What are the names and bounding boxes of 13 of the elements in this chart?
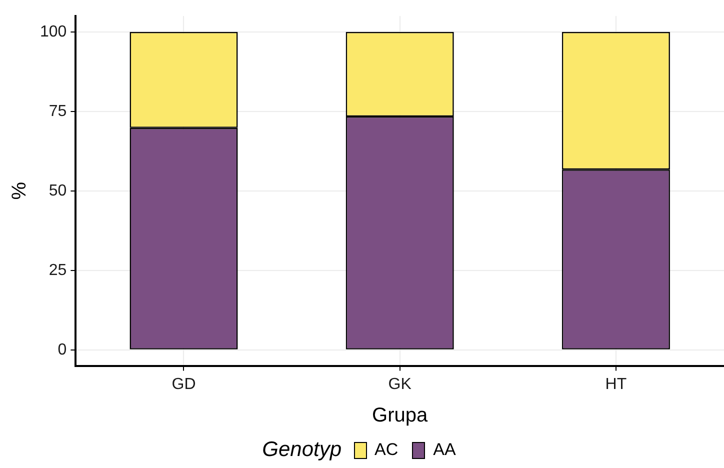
legend-label: AA bbox=[433, 440, 456, 460]
y-tick-label: 100 bbox=[40, 23, 67, 40]
legend-title: Genotyp bbox=[262, 438, 342, 462]
y-tick-label: 0 bbox=[58, 341, 67, 358]
x-tick-label: GK bbox=[388, 376, 412, 393]
y-tick-label: 75 bbox=[48, 102, 67, 120]
x-tick-label: HT bbox=[605, 376, 627, 393]
x-tick-label: GD bbox=[172, 376, 196, 393]
legend-label: AC bbox=[374, 440, 398, 460]
y-axis-title: % bbox=[8, 182, 31, 200]
x-axis-title: Grupa bbox=[372, 404, 429, 427]
y-tick-label: 25 bbox=[48, 262, 67, 279]
y-tick-label: 50 bbox=[48, 182, 67, 200]
